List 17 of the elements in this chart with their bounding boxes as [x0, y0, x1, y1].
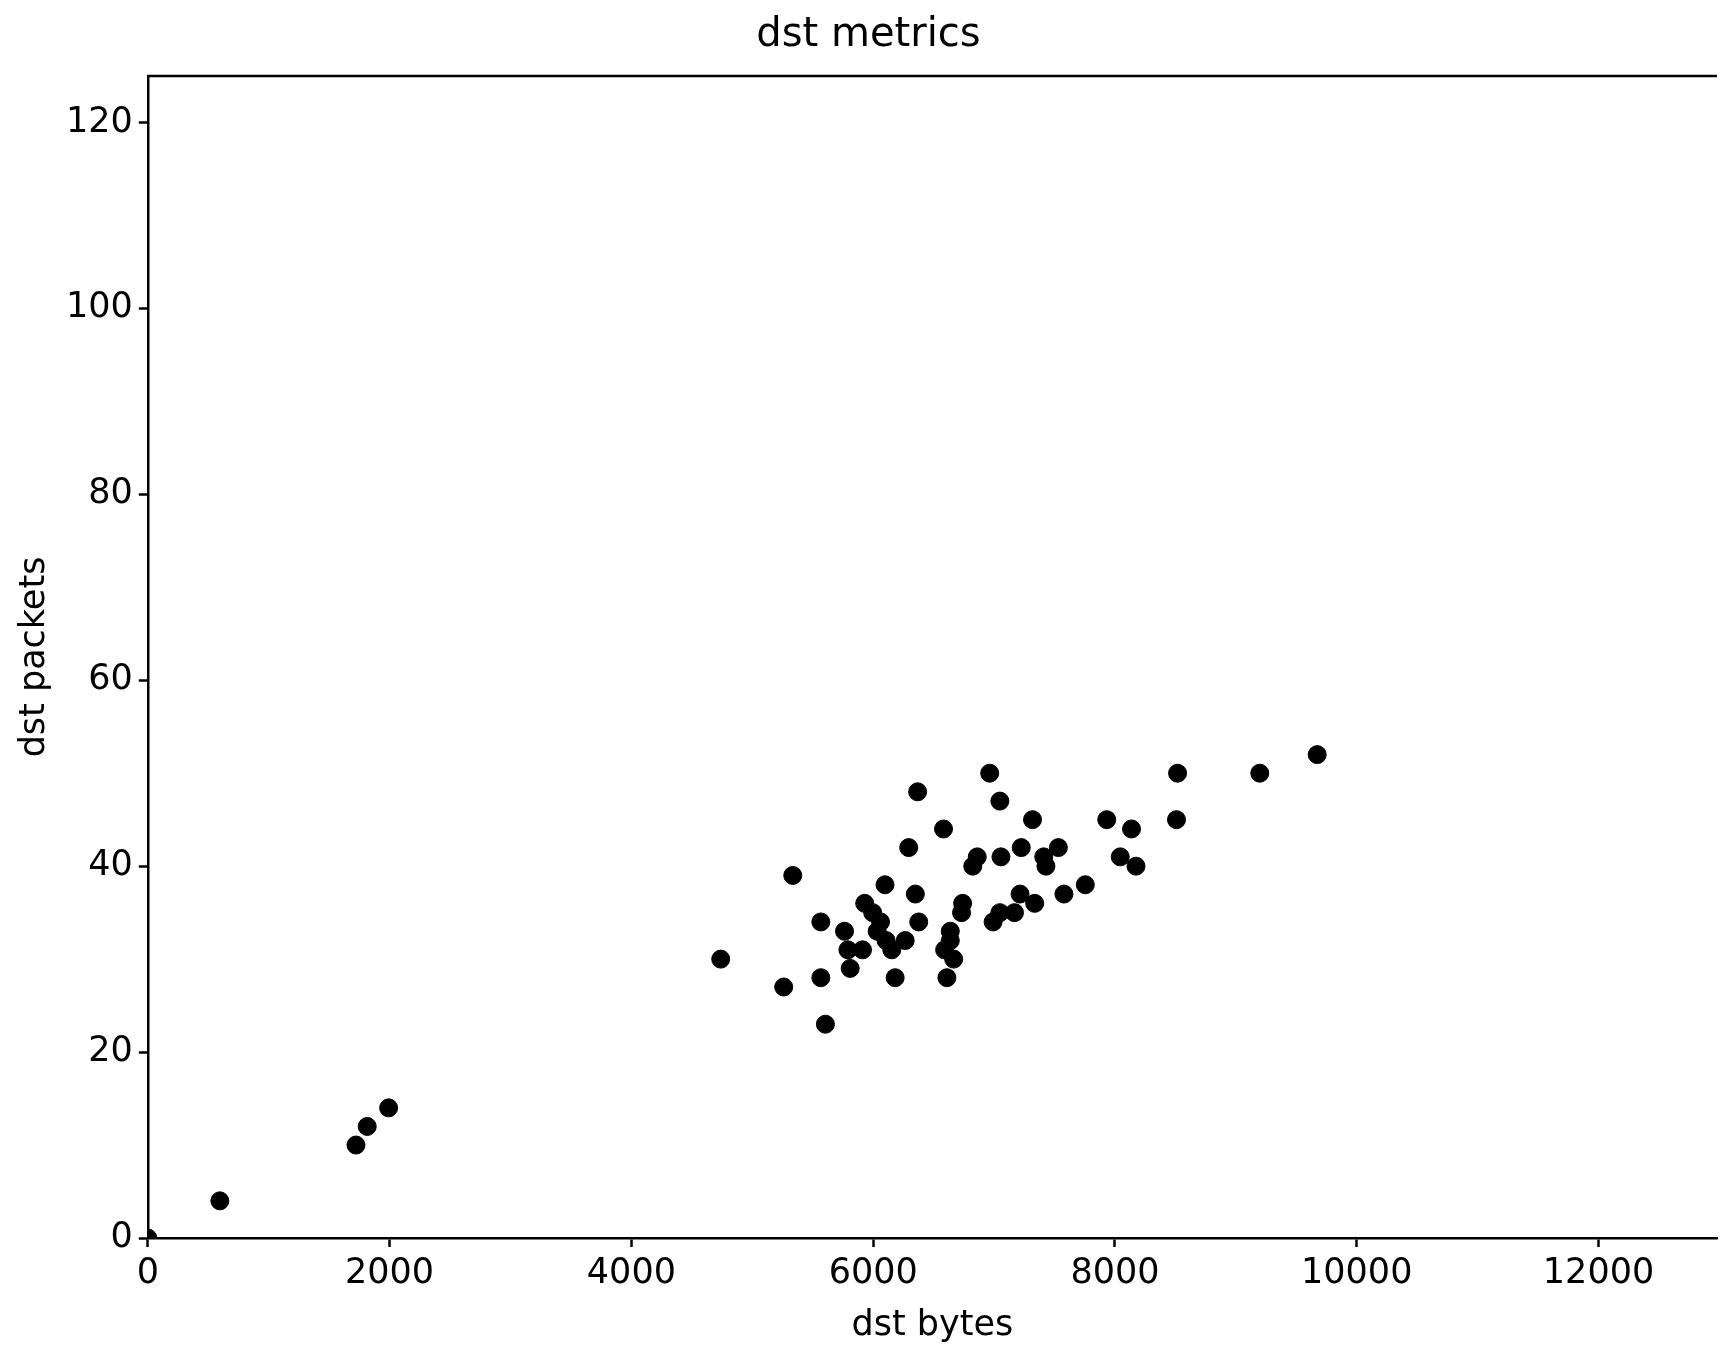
y-tick-label: 120 — [65, 99, 133, 140]
x-tick-label: 10000 — [1301, 1251, 1413, 1292]
x-tick-label: 2000 — [345, 1251, 435, 1292]
x-tick-label: 12000 — [1542, 1251, 1655, 1292]
x-axis-title: dst bytes — [851, 1303, 1014, 1344]
x-tick-label: 8000 — [1070, 1251, 1160, 1292]
chart-title: dst metrics — [756, 9, 981, 56]
x-tick-label: 6000 — [828, 1251, 918, 1292]
y-tick-label: 80 — [88, 471, 133, 512]
x-tick-label: 4000 — [586, 1251, 676, 1292]
y-tick-label: 0 — [110, 1215, 133, 1256]
y-tick-label: 60 — [88, 657, 133, 698]
y-tick-label: 40 — [88, 843, 133, 884]
y-tick-label: 20 — [88, 1029, 133, 1070]
x-tick-label: 0 — [136, 1251, 159, 1292]
y-axis-title: dst packets — [12, 556, 53, 758]
y-tick-label: 100 — [65, 285, 133, 326]
